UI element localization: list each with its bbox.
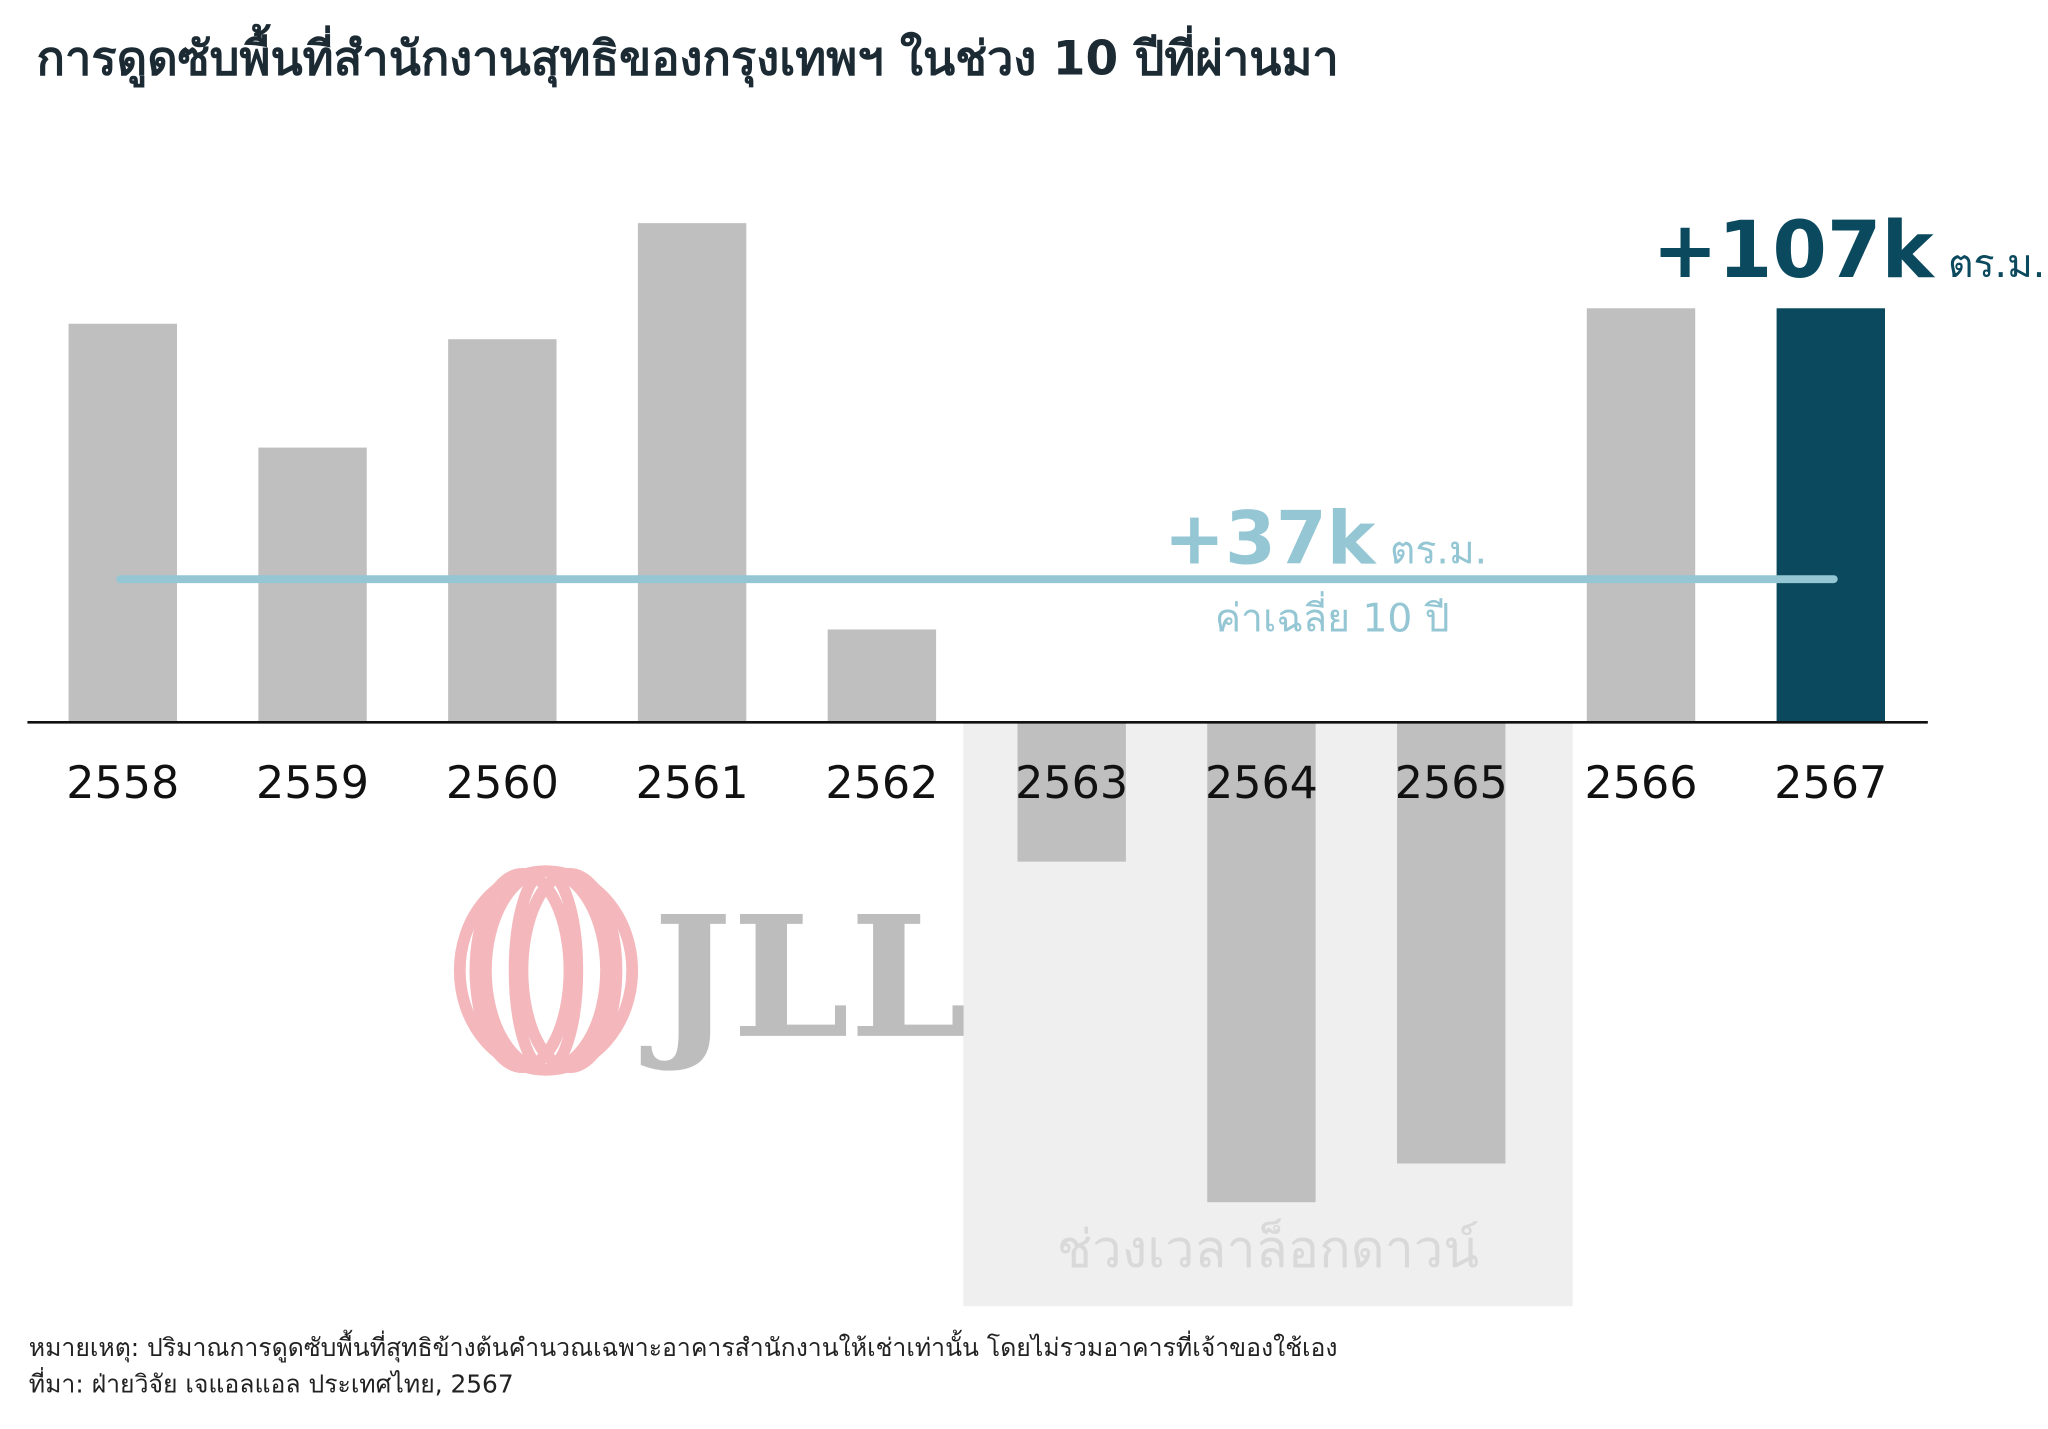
x-tick-label: 2558 bbox=[66, 758, 179, 809]
highlight-label: +107k ตร.ม. bbox=[1652, 205, 2045, 296]
average-unit: ตร.ม. bbox=[1390, 528, 1487, 573]
footer-source: ที่มา: ฝ่ายวิจัย เจแอลแอล ประเทศไทย, 256… bbox=[29, 1366, 514, 1398]
bar-2558 bbox=[68, 323, 177, 723]
bar-2566 bbox=[1586, 308, 1696, 723]
logo-ring bbox=[469, 867, 576, 1074]
x-tick-label: 2567 bbox=[1774, 758, 1887, 809]
bar-2560 bbox=[448, 339, 557, 723]
x-tick-label: 2564 bbox=[1205, 758, 1318, 809]
x-tick-label: 2562 bbox=[825, 758, 938, 809]
logo-ring bbox=[480, 865, 612, 1076]
jll-logo: JLL bbox=[453, 865, 967, 1076]
bar-2561 bbox=[637, 223, 747, 723]
x-tick-label: 2561 bbox=[636, 758, 749, 809]
x-tick-label: 2560 bbox=[446, 758, 559, 809]
lockdown-label: ช่วงเวลาล็อกดาวน์ bbox=[1057, 1219, 1479, 1280]
average-value: +37k bbox=[1164, 496, 1378, 581]
bars bbox=[68, 223, 1885, 1203]
x-tick-label: 2559 bbox=[256, 758, 369, 809]
bar-2567 bbox=[1776, 308, 1885, 723]
x-tick-label: 2565 bbox=[1395, 758, 1508, 809]
bar-2565 bbox=[1397, 722, 1506, 1164]
x-tick-label: 2563 bbox=[1015, 758, 1128, 809]
jll-rings-icon bbox=[453, 865, 639, 1076]
bar-2562 bbox=[827, 629, 937, 723]
bar-2563 bbox=[1017, 722, 1126, 862]
logo-ring bbox=[516, 867, 623, 1074]
x-tick-label: 2566 bbox=[1585, 758, 1698, 809]
jll-logo-text: JLL bbox=[640, 880, 967, 1076]
chart-title: การดูดซับพื้นที่สำนักงานสุทธิของกรุงเทพฯ… bbox=[37, 23, 1339, 88]
bar-2564 bbox=[1207, 722, 1316, 1203]
highlight-value: +107k bbox=[1652, 205, 1935, 296]
x-tick-labels: 2558 2559 2560 2561 2562 2563 2564 2565 2566 2567 bbox=[66, 758, 1887, 809]
average-caption: ค่าเฉลี่ย 10 ปี bbox=[1215, 590, 1450, 641]
footer-note: หมายเหตุ: ปริมาณการดูดซับพื้นที่สุทธิข้า… bbox=[29, 1330, 1338, 1363]
bar-2559 bbox=[258, 447, 367, 723]
highlight-unit: ตร.ม. bbox=[1948, 242, 2045, 287]
logo-ring bbox=[508, 865, 584, 1076]
average-label: +37k ตร.ม. bbox=[1164, 496, 1487, 581]
